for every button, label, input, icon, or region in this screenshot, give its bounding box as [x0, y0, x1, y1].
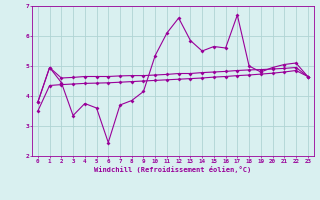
- X-axis label: Windchill (Refroidissement éolien,°C): Windchill (Refroidissement éolien,°C): [94, 166, 252, 173]
